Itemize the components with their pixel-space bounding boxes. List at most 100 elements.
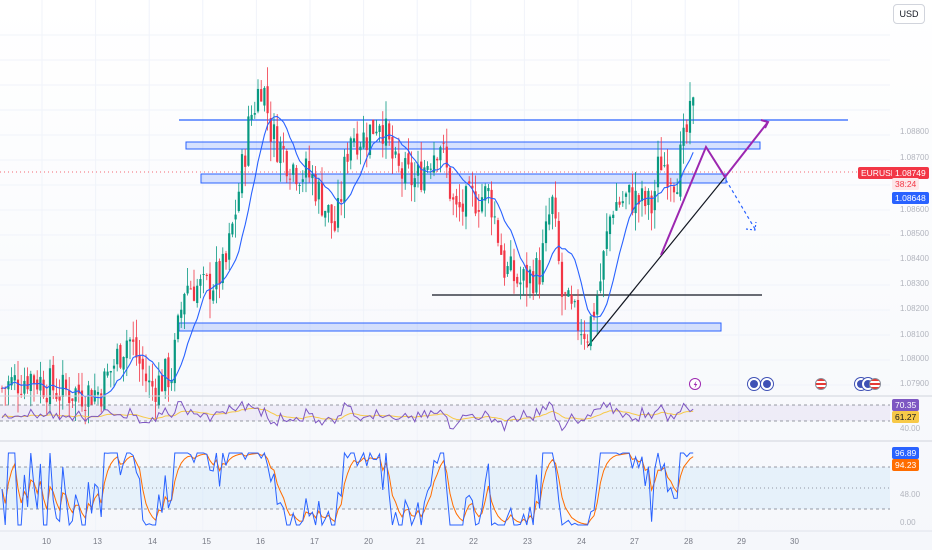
candle [154, 378, 157, 422]
candle [484, 183, 487, 217]
time-tick: 16 [256, 537, 265, 546]
price-tick: 1.08000 [900, 354, 929, 363]
candle [247, 105, 250, 167]
candle [560, 252, 564, 316]
support-zone[interactable] [178, 322, 722, 332]
candle [612, 210, 615, 225]
economic-event-icon[interactable] [761, 378, 773, 390]
lightning-icon[interactable] [689, 378, 701, 390]
candle [221, 247, 224, 290]
candle [640, 180, 644, 217]
candle [285, 148, 288, 183]
candle [186, 267, 189, 296]
candle [244, 148, 247, 187]
candle [679, 131, 682, 201]
candle [340, 181, 343, 216]
resistance-zone[interactable] [185, 141, 761, 150]
rsi-level-label: 40.00 [900, 424, 921, 433]
price-tick: 1.08300 [900, 279, 929, 288]
candle [666, 149, 669, 200]
stoch-mid-label: 48.00 [900, 490, 921, 499]
price-tick: 1.07900 [900, 379, 929, 388]
candle [58, 379, 61, 420]
candle [583, 320, 586, 350]
candle [327, 204, 330, 223]
candle [128, 337, 132, 360]
time-axis[interactable]: 10 13 14 15 16 17 20 21 22 23 24 27 28 2… [42, 537, 799, 546]
time-tick: 15 [202, 537, 211, 546]
candle [311, 165, 314, 196]
candle [557, 212, 560, 265]
candle [605, 213, 608, 256]
candle [493, 201, 496, 225]
candle [423, 159, 426, 194]
candle [359, 141, 362, 165]
candle [151, 363, 154, 401]
candle [468, 176, 471, 185]
time-tick: 14 [148, 537, 157, 546]
currency-button[interactable]: USD [893, 4, 925, 24]
time-tick: 13 [93, 537, 102, 546]
candle [685, 119, 688, 144]
rsi-signal-badge: 61.27 [892, 411, 920, 423]
candle [570, 285, 573, 310]
candle [400, 162, 404, 197]
candle [176, 313, 180, 343]
candle [16, 361, 20, 413]
us-flag-icon[interactable] [815, 378, 827, 390]
time-tick: 27 [630, 537, 639, 546]
projection-arrow-head [760, 119, 770, 129]
candles-layer[interactable] [0, 67, 695, 425]
candle [224, 250, 228, 270]
candle [368, 124, 372, 159]
ma-value-badge: 1.08648 [892, 192, 929, 204]
candle [503, 243, 506, 286]
candle [32, 373, 36, 402]
candle [509, 240, 512, 272]
candle [260, 80, 263, 102]
time-tick: 17 [310, 537, 319, 546]
candle [650, 190, 653, 231]
symbol-label[interactable]: EURUSD [858, 167, 900, 179]
candle [455, 188, 458, 218]
candle [119, 343, 122, 370]
candle [656, 140, 660, 203]
economic-event-icon[interactable] [748, 378, 760, 390]
candle [519, 266, 522, 300]
time-tick: 24 [577, 537, 586, 546]
candle [381, 111, 384, 158]
price-tick: 1.08700 [900, 153, 929, 162]
candle [618, 196, 621, 208]
candle [29, 370, 32, 407]
alternative-arrow-head [745, 221, 757, 231]
candle [250, 105, 253, 126]
candle [573, 299, 576, 308]
candle [173, 333, 176, 392]
resistance-zone[interactable] [200, 173, 727, 184]
candle [688, 82, 692, 145]
candle [61, 360, 64, 410]
trend-line[interactable] [587, 175, 727, 347]
price-tick: 1.08200 [900, 304, 929, 313]
drawings-layer[interactable] [178, 119, 848, 347]
stoch-d-badge: 94.23 [892, 459, 920, 471]
candle [218, 258, 221, 299]
candle [445, 128, 448, 178]
candle [621, 190, 624, 207]
candle [356, 121, 359, 160]
moving-average-line [1, 115, 694, 399]
candle [676, 178, 679, 195]
candle [288, 168, 292, 190]
candle [138, 339, 141, 382]
candle [256, 79, 260, 114]
projection-path[interactable] [660, 121, 769, 256]
us-flag-icon[interactable] [869, 378, 881, 390]
candle [528, 265, 532, 299]
candle [228, 222, 231, 271]
candle [324, 210, 327, 227]
price-axis[interactable]: 1.08800 1.08700 1.08600 1.08500 1.08400 … [900, 127, 929, 527]
candle [653, 179, 656, 229]
candle [660, 137, 663, 171]
candle [317, 177, 320, 214]
